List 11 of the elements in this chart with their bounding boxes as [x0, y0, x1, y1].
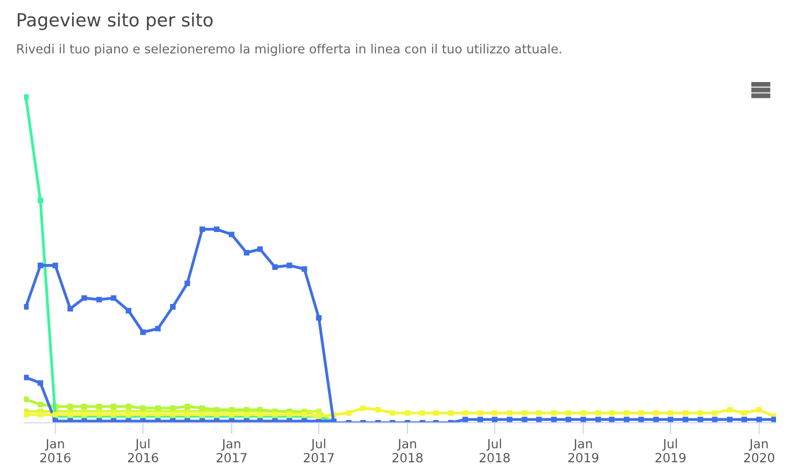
- x-tick-label: Jan 2017: [216, 439, 246, 462]
- x-tick-label: Jul 2017: [304, 438, 334, 462]
- x-tick-label: Jul 2016: [128, 438, 158, 462]
- x-tick-label: Jan 2018: [392, 439, 423, 462]
- chart-subtitle: Rivedi il tuo piano e selezioneremo la migliore offerta in linea con il tuo utilizzo attuale.: [17, 44, 562, 56]
- chart-title: Pageview sito per sito: [18, 12, 213, 30]
- x-tick-label: Jan 2020: [744, 439, 774, 462]
- x-tick-label: Jan 2016: [40, 439, 70, 462]
- x-tick-label: Jan 2019: [568, 439, 598, 462]
- x-tick-label: Jul 2019: [656, 438, 686, 462]
- x-tick-label: Jul 2018: [480, 438, 510, 462]
